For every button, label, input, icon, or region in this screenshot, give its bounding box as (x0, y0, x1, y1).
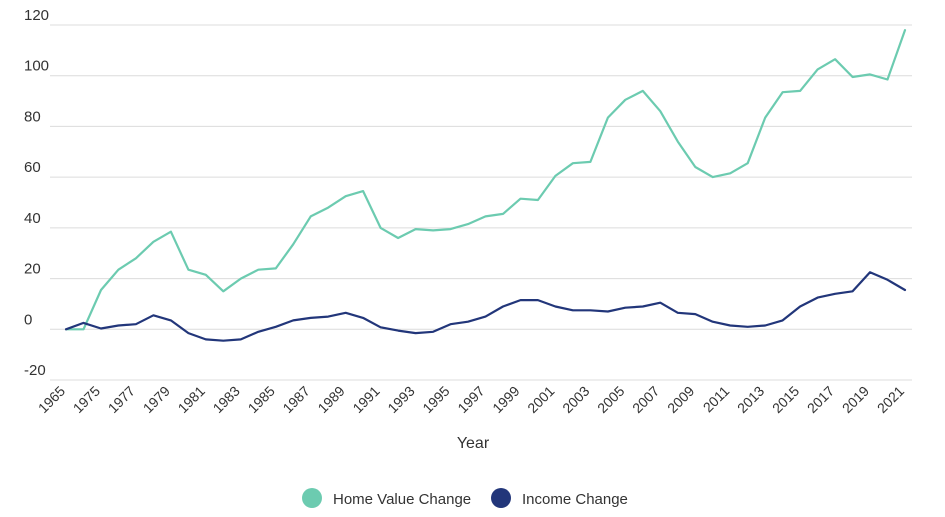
legend-label: Home Value Change (333, 491, 471, 508)
x-tick-label: 2017 (804, 383, 837, 416)
y-tick-label: 40 (24, 210, 41, 227)
x-tick-label: 2001 (524, 383, 557, 416)
y-tick-label: 0 (24, 311, 32, 328)
x-tick-label: 1977 (105, 383, 138, 416)
gridlines (50, 24, 912, 381)
x-tick-label: 2003 (559, 383, 592, 416)
y-tick-label: -20 (24, 362, 46, 379)
y-tick-label: 100 (24, 58, 49, 75)
legend-item: Income Change (491, 488, 628, 508)
y-tick-label: 60 (24, 159, 41, 176)
x-axis-title: Year (457, 435, 490, 452)
legend-item: Home Value Change (302, 488, 471, 508)
x-tick-label: 1995 (419, 383, 452, 416)
x-tick-label: 1991 (349, 383, 382, 416)
y-axis-ticks: -20 0 20 40 60 80 100 120 (24, 7, 49, 379)
x-tick-label: 1965 (35, 383, 68, 416)
x-tick-label: 1987 (279, 383, 312, 416)
legend: Home Value Change Income Change (302, 488, 628, 508)
x-tick-label: 2011 (700, 383, 733, 416)
x-tick-label: 1985 (245, 383, 278, 416)
x-tick-label: 2005 (594, 383, 627, 416)
x-tick-label: 2019 (839, 383, 872, 416)
x-tick-label: 1993 (384, 383, 417, 416)
x-tick-label: 2009 (664, 383, 697, 416)
x-tick-label: 1975 (70, 383, 103, 416)
legend-marker (491, 488, 511, 508)
series-line-income-change (64, 271, 907, 342)
y-tick-label: 120 (24, 7, 49, 24)
series-line-home-value-change (64, 29, 907, 331)
x-tick-label: 1983 (210, 383, 243, 416)
x-tick-label: 1979 (140, 383, 173, 416)
x-tick-label: 2013 (734, 383, 767, 416)
x-tick-label: 1989 (314, 383, 347, 416)
x-tick-label: 2007 (629, 383, 662, 416)
x-tick-label: 2015 (769, 383, 802, 416)
legend-marker (302, 488, 322, 508)
legend-label: Income Change (522, 491, 628, 508)
y-tick-label: 20 (24, 261, 41, 278)
x-tick-label: 1997 (454, 383, 487, 416)
x-tick-label: 1981 (175, 383, 208, 416)
x-tick-label: 2021 (874, 383, 907, 416)
series-lines (64, 29, 907, 342)
x-axis-ticks: 1965 1975 1977 1979 1981 1983 1985 1987 1989 1991… (35, 383, 907, 416)
y-tick-label: 80 (24, 108, 41, 125)
x-tick-label: 1999 (489, 383, 522, 416)
